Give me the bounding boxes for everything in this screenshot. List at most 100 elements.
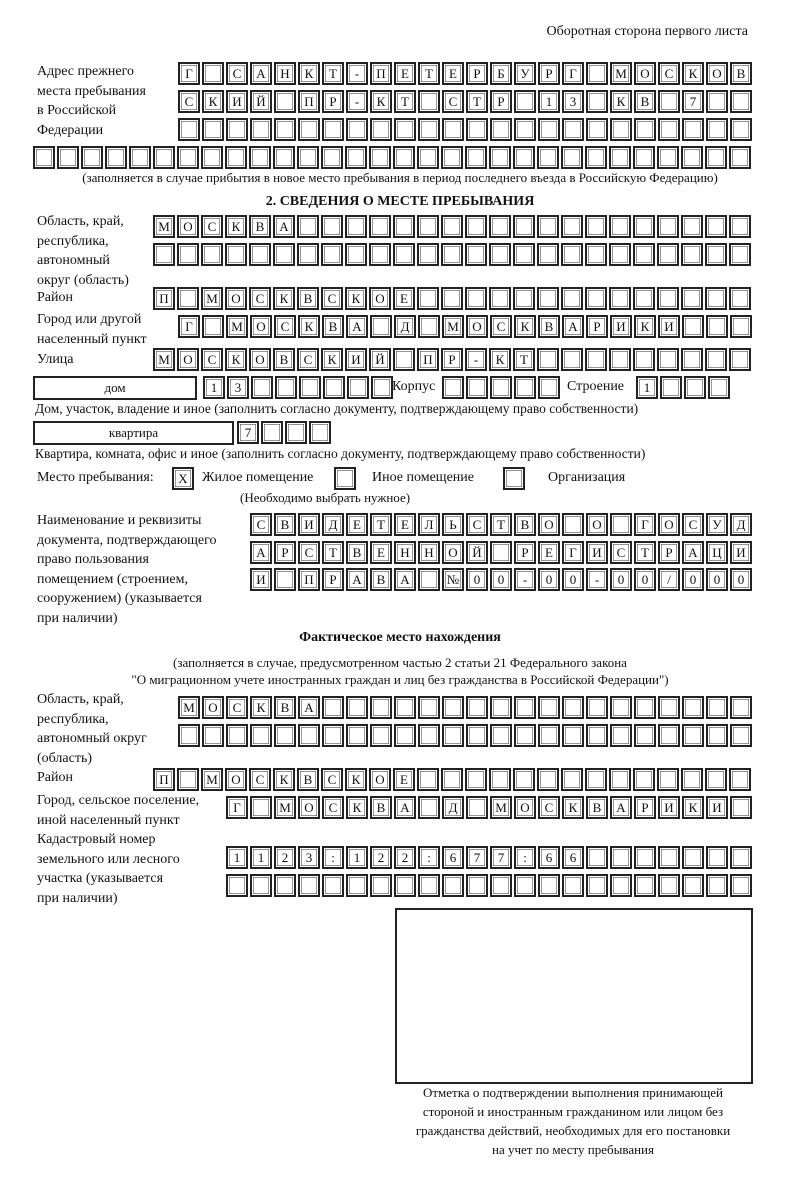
char-cell[interactable] (202, 62, 224, 85)
char-cell[interactable] (465, 146, 487, 169)
char-cell[interactable]: Р (586, 315, 608, 338)
char-cell[interactable]: Е (346, 513, 368, 536)
char-cell[interactable] (684, 376, 706, 399)
char-cell[interactable] (706, 874, 728, 897)
char-cell[interactable] (730, 315, 752, 338)
char-cell[interactable]: С (298, 541, 320, 564)
char-cell[interactable]: 0 (538, 568, 560, 591)
char-cell[interactable] (586, 118, 608, 141)
char-cell[interactable] (225, 146, 247, 169)
char-cell[interactable] (57, 146, 79, 169)
char-cell[interactable]: Г (178, 62, 200, 85)
char-cell[interactable] (633, 243, 655, 266)
char-cell[interactable] (226, 118, 248, 141)
char-cell[interactable] (393, 348, 415, 371)
char-cell[interactable]: К (225, 348, 247, 371)
char-cell[interactable]: А (250, 62, 272, 85)
char-cell[interactable] (322, 118, 344, 141)
char-cell[interactable]: В (346, 541, 368, 564)
char-cell[interactable] (417, 146, 439, 169)
char-cell[interactable]: Р (634, 796, 656, 819)
char-cell[interactable]: М (490, 796, 512, 819)
char-cell[interactable] (285, 421, 307, 444)
char-cell[interactable] (585, 146, 607, 169)
char-cell[interactable]: О (225, 768, 247, 791)
char-cell[interactable]: Р (322, 90, 344, 113)
char-cell[interactable] (322, 696, 344, 719)
char-cell[interactable]: В (514, 513, 536, 536)
char-cell[interactable] (490, 118, 512, 141)
char-cell[interactable] (562, 696, 584, 719)
char-cell[interactable] (178, 724, 200, 747)
char-cell[interactable]: О (538, 513, 560, 536)
char-cell[interactable] (226, 874, 248, 897)
char-cell[interactable]: В (297, 768, 319, 791)
char-cell[interactable] (610, 118, 632, 141)
char-cell[interactable] (705, 146, 727, 169)
char-cell[interactable]: К (273, 768, 295, 791)
char-cell[interactable]: Т (394, 90, 416, 113)
char-cell[interactable]: М (201, 287, 223, 310)
char-cell[interactable] (274, 118, 296, 141)
char-cell[interactable]: - (346, 90, 368, 113)
char-cell[interactable]: 0 (562, 568, 584, 591)
char-cell[interactable] (370, 724, 392, 747)
char-cell[interactable]: С (658, 62, 680, 85)
char-cell[interactable]: 0 (490, 568, 512, 591)
char-cell[interactable] (465, 215, 487, 238)
char-cell[interactable] (657, 768, 679, 791)
char-cell[interactable] (633, 146, 655, 169)
char-cell[interactable] (105, 146, 127, 169)
char-cell[interactable] (178, 118, 200, 141)
char-cell[interactable] (466, 724, 488, 747)
char-cell[interactable]: К (273, 287, 295, 310)
char-cell[interactable] (657, 215, 679, 238)
char-cell[interactable]: К (225, 215, 247, 238)
char-cell[interactable]: С (538, 796, 560, 819)
char-cell[interactable] (514, 376, 536, 399)
char-cell[interactable] (418, 696, 440, 719)
char-cell[interactable] (466, 796, 488, 819)
char-cell[interactable]: К (370, 90, 392, 113)
char-cell[interactable]: Ц (706, 541, 728, 564)
char-cell[interactable]: С (249, 287, 271, 310)
char-cell[interactable] (538, 874, 560, 897)
char-cell[interactable] (370, 315, 392, 338)
char-cell[interactable] (537, 768, 559, 791)
char-cell[interactable]: С (226, 62, 248, 85)
char-cell[interactable] (681, 243, 703, 266)
char-cell[interactable]: Е (394, 62, 416, 85)
char-cell[interactable] (705, 768, 727, 791)
char-cell[interactable] (418, 724, 440, 747)
char-cell[interactable] (177, 146, 199, 169)
char-cell[interactable] (177, 287, 199, 310)
char-cell[interactable]: О (369, 287, 391, 310)
char-cell[interactable] (681, 768, 703, 791)
char-cell[interactable]: С (226, 696, 248, 719)
char-cell[interactable] (442, 724, 464, 747)
char-cell[interactable] (345, 243, 367, 266)
char-cell[interactable] (585, 243, 607, 266)
char-cell[interactable]: А (394, 796, 416, 819)
char-cell[interactable] (658, 724, 680, 747)
char-cell[interactable] (418, 796, 440, 819)
char-cell[interactable] (705, 348, 727, 371)
char-cell[interactable] (609, 768, 631, 791)
char-cell[interactable]: П (370, 62, 392, 85)
char-cell[interactable]: С (321, 768, 343, 791)
char-cell[interactable]: У (706, 513, 728, 536)
char-cell[interactable] (730, 724, 752, 747)
char-cell[interactable] (730, 796, 752, 819)
char-cell[interactable]: К (682, 62, 704, 85)
char-cell[interactable] (417, 215, 439, 238)
char-cell[interactable]: О (225, 287, 247, 310)
char-cell[interactable]: А (346, 315, 368, 338)
char-cell[interactable]: 6 (442, 846, 464, 869)
char-cell[interactable]: 1 (203, 376, 225, 399)
char-cell[interactable] (706, 696, 728, 719)
char-cell[interactable] (609, 243, 631, 266)
char-cell[interactable]: Т (322, 62, 344, 85)
char-cell[interactable]: О (634, 62, 656, 85)
char-cell[interactable] (610, 874, 632, 897)
char-cell[interactable] (370, 118, 392, 141)
